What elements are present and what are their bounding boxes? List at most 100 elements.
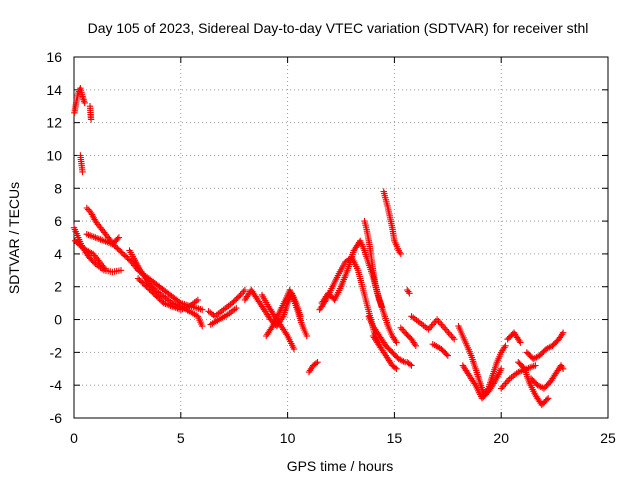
data-point (79, 168, 86, 176)
data-point (199, 322, 206, 330)
series-track-11 (207, 304, 240, 328)
y-tick-label: 10 (46, 147, 62, 163)
series-track-21 (380, 188, 404, 258)
data-point (149, 289, 156, 296)
data-point (397, 250, 404, 258)
data-point (140, 280, 147, 288)
x-tick-label: 25 (600, 430, 616, 446)
series-track-23 (404, 359, 415, 369)
data-point (150, 290, 157, 297)
data-point (122, 253, 130, 260)
y-tick-label: 2 (54, 279, 62, 295)
data-point (137, 278, 145, 285)
data-point (231, 297, 239, 304)
series-track-14 (263, 286, 310, 340)
data-point (312, 360, 320, 367)
data-point (115, 234, 123, 241)
data-point (121, 252, 128, 259)
data-point (443, 351, 450, 358)
data-point (199, 306, 206, 313)
data-point (393, 339, 400, 346)
data-point (234, 294, 241, 301)
data-point (81, 99, 88, 107)
plot-border (73, 56, 609, 419)
data-point (532, 362, 539, 369)
series-track-19 (365, 313, 409, 366)
plot-frame (73, 56, 609, 419)
y-tick-label: 14 (46, 82, 62, 98)
y-tick-label: 12 (46, 115, 62, 131)
x-tick-label: 5 (177, 430, 185, 446)
data-point (112, 243, 120, 251)
data-point (391, 364, 399, 371)
data-point (314, 359, 321, 366)
series-track-5 (71, 237, 110, 274)
data-point (230, 298, 237, 305)
data-point (147, 287, 155, 294)
data-point (441, 324, 448, 331)
data-point (233, 304, 240, 312)
data-point (85, 206, 92, 213)
series-track-22 (397, 324, 419, 349)
series-track-30 (504, 329, 524, 346)
series-track-32 (523, 329, 567, 363)
data-point (545, 395, 552, 402)
series-track-9 (134, 275, 202, 313)
data-point (303, 332, 310, 340)
data-point (241, 286, 249, 294)
data-point (408, 362, 415, 369)
data-point (449, 334, 456, 341)
data-point (559, 365, 567, 372)
data-point (154, 294, 162, 301)
data-point (115, 246, 123, 253)
data-point (412, 342, 419, 349)
data-point (543, 396, 551, 403)
data-point (237, 291, 244, 299)
data-point (194, 296, 202, 304)
y-tick-label: 8 (54, 180, 62, 196)
data-point (136, 276, 143, 284)
data-point (290, 345, 298, 353)
data-point (153, 293, 160, 300)
data-point (87, 116, 95, 123)
data-point (406, 290, 413, 297)
series-track-1 (71, 85, 88, 116)
series-track-18 (361, 217, 400, 346)
y-axis-label: SDTVAR / TECUs (6, 182, 22, 294)
series-track-26 (429, 341, 451, 359)
data-point (426, 324, 434, 331)
x-tick-label: 20 (493, 430, 509, 446)
series-track-17 (318, 237, 385, 310)
y-tick-label: 6 (54, 213, 62, 229)
data-point (559, 329, 567, 336)
y-tick-label: 4 (54, 246, 62, 262)
data-point (444, 352, 451, 359)
series-track-3 (77, 152, 86, 176)
data-point (406, 361, 414, 368)
y-tick-label: -6 (50, 410, 63, 426)
axis-ticks: 0 5 10 15 20 25 -6 -4 -2 0 2 4 6 8 10 12 14 16 (46, 49, 616, 446)
data-point (498, 365, 505, 372)
data-point (502, 342, 509, 349)
grid (74, 57, 608, 418)
data-point (517, 339, 524, 346)
data-point (233, 295, 240, 303)
data-point (119, 250, 127, 258)
x-tick-label: 15 (387, 430, 403, 446)
data-point (393, 365, 400, 372)
data-point (114, 235, 121, 242)
data-points (70, 85, 567, 409)
series-track-7 (83, 231, 123, 248)
data-point (228, 299, 236, 307)
data-point (83, 204, 90, 212)
data-point (134, 275, 142, 282)
series-track-24 (408, 313, 458, 343)
series-track-20 (369, 332, 400, 372)
data-point (124, 254, 131, 262)
data-point (117, 248, 124, 255)
series-track-10 (205, 286, 249, 320)
data-point (139, 279, 146, 286)
data-point (125, 256, 132, 263)
data-point (152, 291, 159, 299)
